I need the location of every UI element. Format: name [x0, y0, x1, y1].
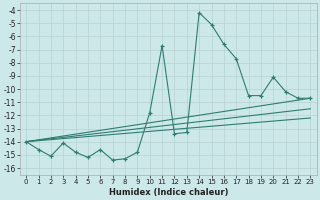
- X-axis label: Humidex (Indice chaleur): Humidex (Indice chaleur): [108, 188, 228, 197]
